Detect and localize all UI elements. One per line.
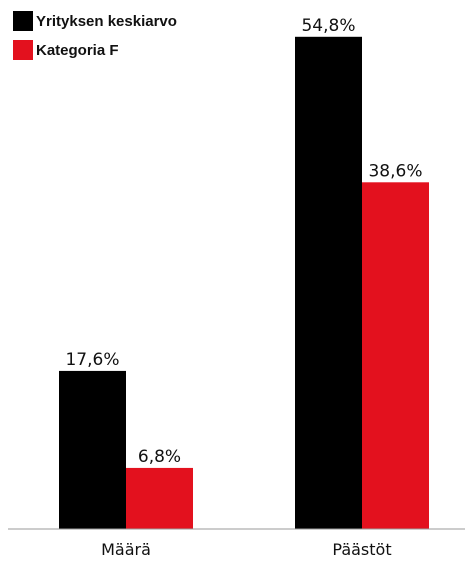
data-label-0-series-0: 17,6% xyxy=(65,350,119,370)
bar-1-series-1 xyxy=(362,182,429,529)
bars-group xyxy=(59,37,429,529)
legend-label-series-1: Kategoria F xyxy=(36,42,119,59)
legend-swatch-series-0 xyxy=(13,11,33,31)
bar-0-series-0 xyxy=(59,371,126,529)
category-label-1: Päästöt xyxy=(332,540,391,559)
data-label-1-series-1: 38,6% xyxy=(368,161,422,181)
legend-label-series-0: Yrityksen keskiarvo xyxy=(36,13,177,30)
bar-1-series-0 xyxy=(295,37,362,529)
bar-0-series-1 xyxy=(126,468,193,529)
legend-swatch-series-1 xyxy=(13,40,33,60)
category-labels-group: Määrä Päästöt xyxy=(101,540,392,559)
data-label-0-series-1: 6,8% xyxy=(138,447,181,467)
category-label-0: Määrä xyxy=(101,540,151,559)
data-label-1-series-0: 54,8% xyxy=(301,16,355,36)
legend: Yrityksen keskiarvo Kategoria F xyxy=(13,11,177,60)
